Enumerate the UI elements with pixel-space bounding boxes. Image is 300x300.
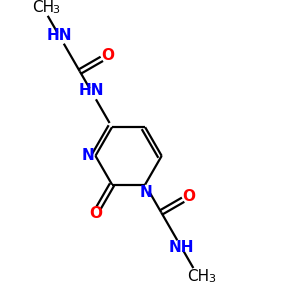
Text: O: O <box>89 206 102 221</box>
Text: CH: CH <box>187 269 209 284</box>
Text: HN: HN <box>78 83 104 98</box>
Text: NH: NH <box>169 240 194 255</box>
Text: 3: 3 <box>52 5 60 15</box>
Text: N: N <box>82 148 94 164</box>
Text: O: O <box>182 189 196 204</box>
Text: CH: CH <box>32 0 54 15</box>
Text: HN: HN <box>46 28 72 43</box>
Text: N: N <box>140 184 152 200</box>
Text: O: O <box>101 48 114 63</box>
Text: 3: 3 <box>208 274 215 284</box>
